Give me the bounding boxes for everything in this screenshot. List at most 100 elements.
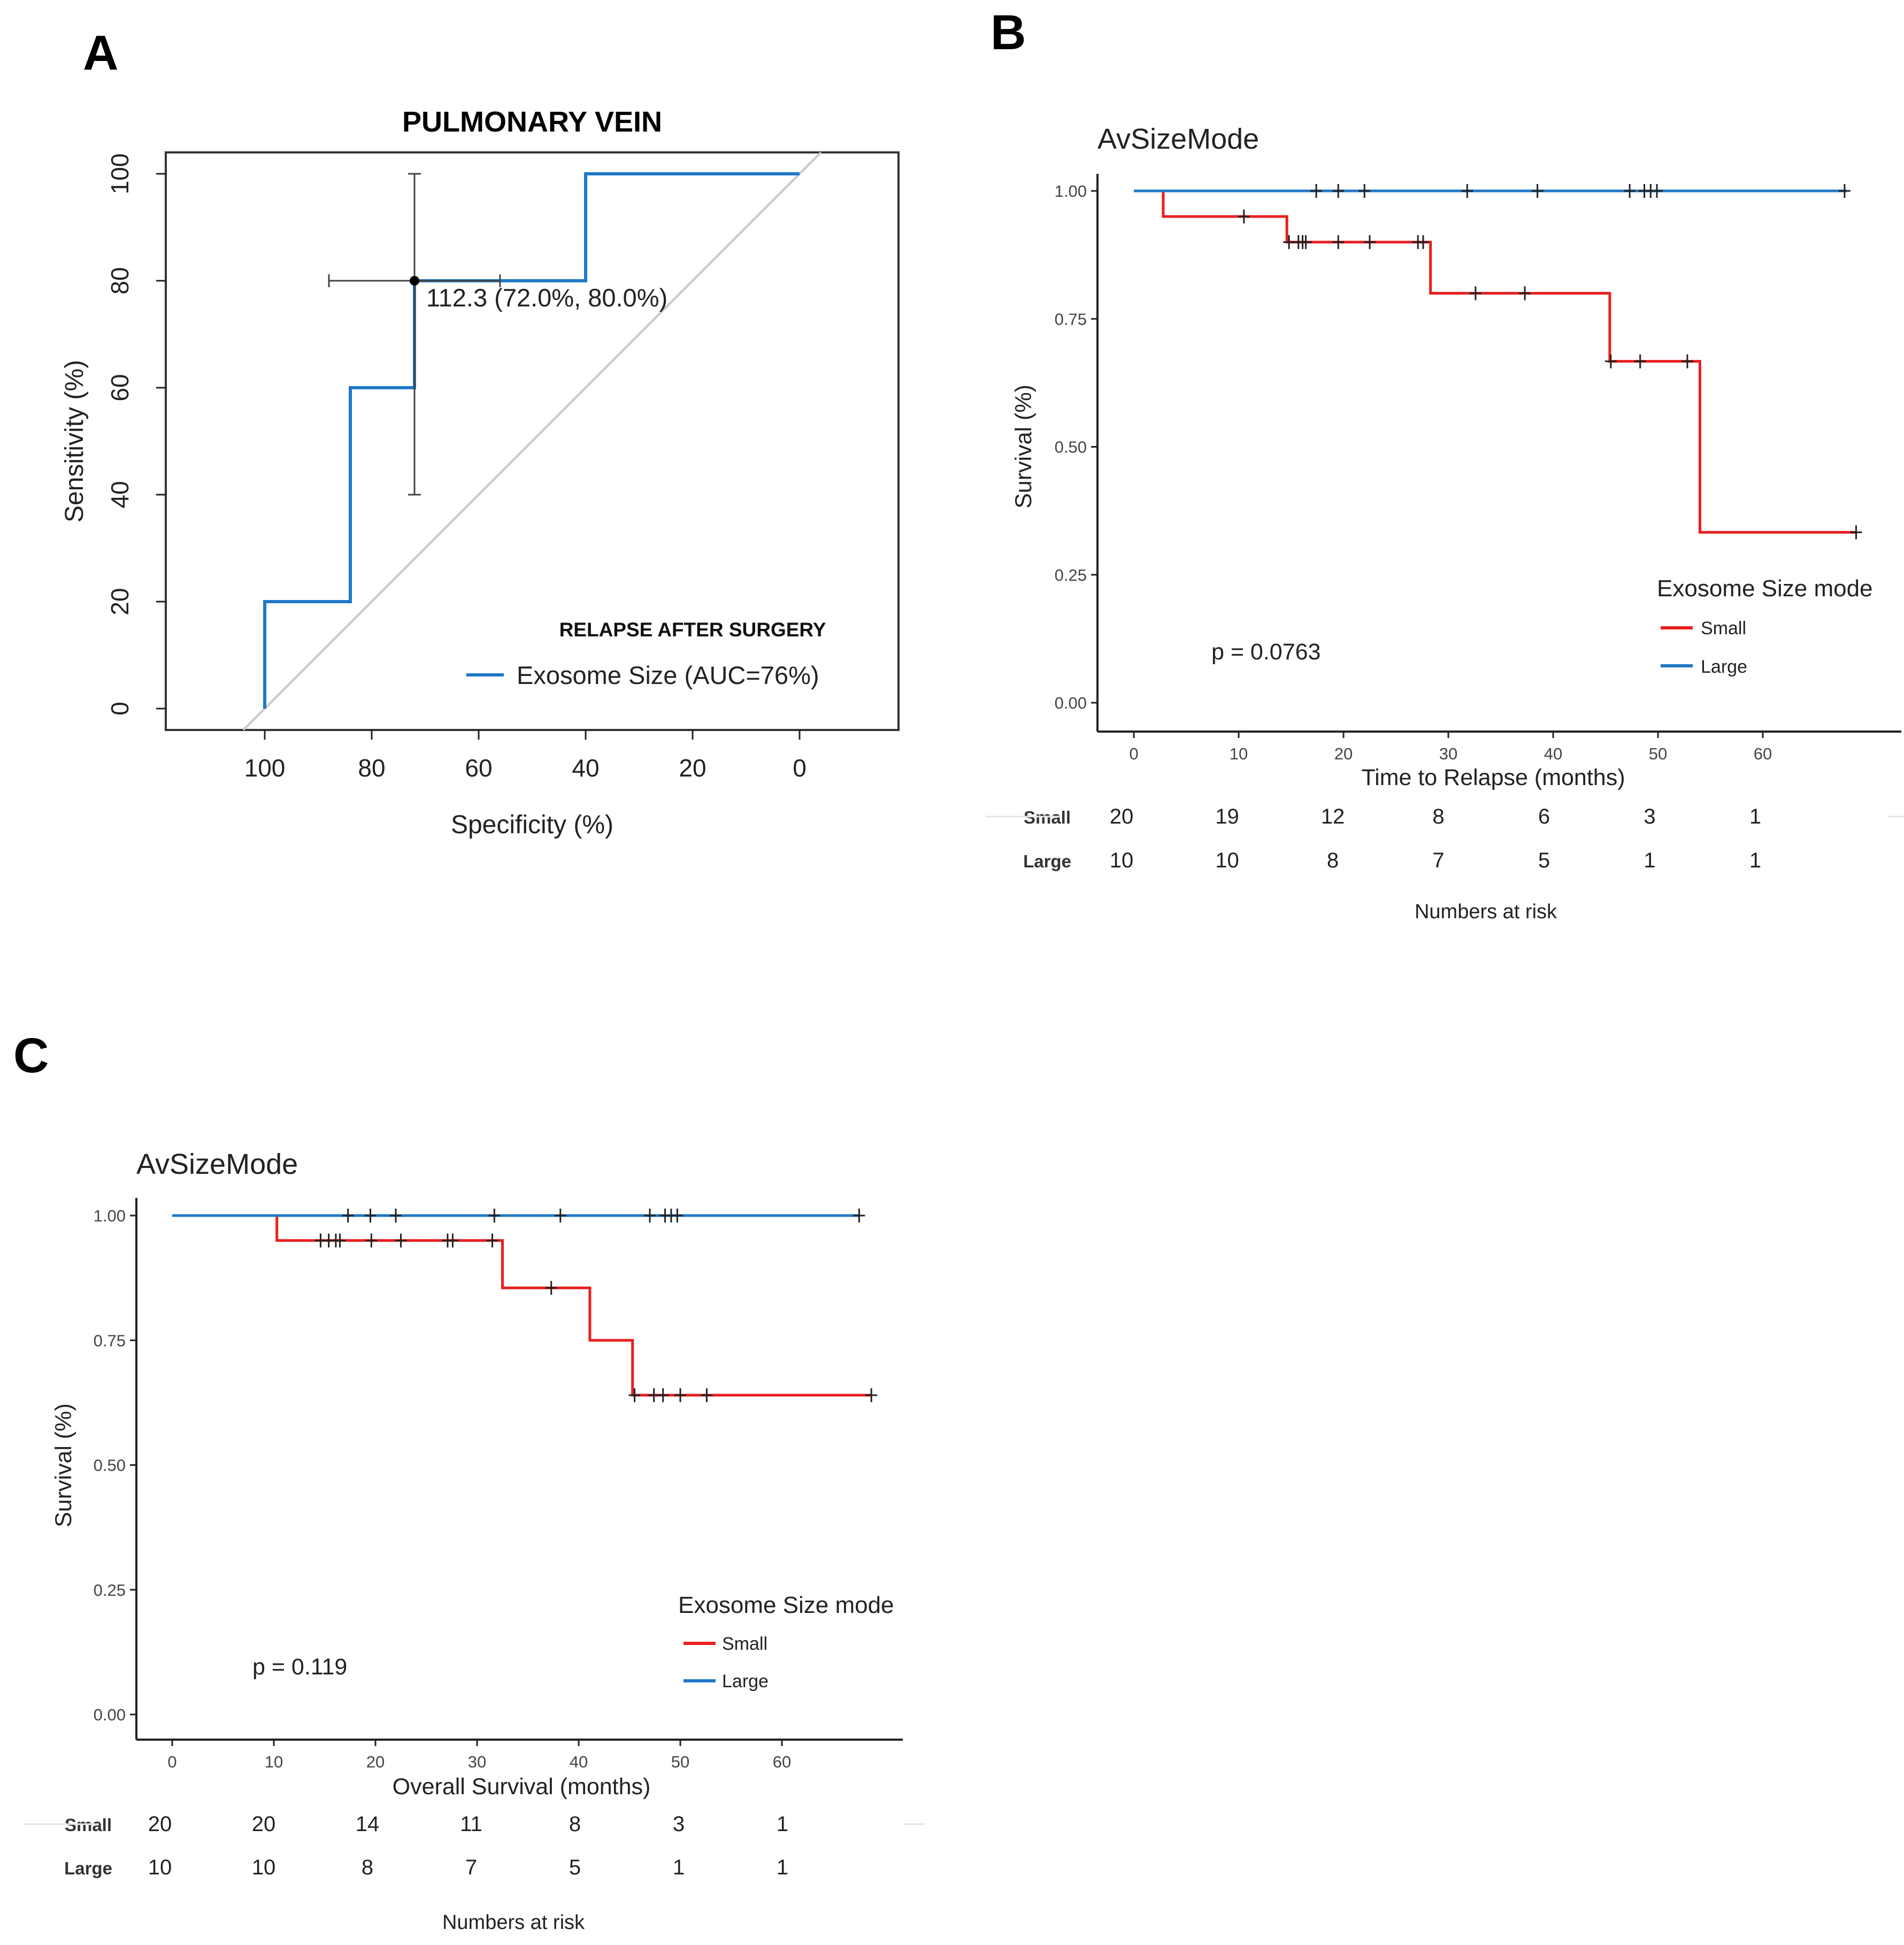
threshold-error-bars	[328, 173, 501, 496]
roc-y-tick-label: 80	[106, 267, 134, 294]
km-x-tick-label: 60	[1754, 744, 1772, 763]
roc-x-tick-label: 0	[793, 754, 807, 782]
risk-count: 3	[1644, 805, 1655, 828]
km-y-tick-label: 0.00	[1055, 694, 1087, 712]
risk-count: 1	[777, 1812, 788, 1836]
roc-x-tick-label: 40	[572, 754, 599, 782]
km-y-tick-label: 1.00	[1055, 182, 1087, 201]
km-b-legend-small: Small	[1701, 618, 1746, 639]
panel-label-c: C	[13, 1028, 49, 1083]
roc-legend-label: Exosome Size (AUC=76%)	[517, 661, 819, 689]
roc-x-tick-label: 60	[465, 754, 492, 782]
risk-count: 8	[1432, 805, 1444, 828]
km-b-risk-title: Numbers at risk	[1415, 901, 1557, 923]
km-y-tick-label: 0.75	[94, 1331, 126, 1350]
km-c-risk-title: Numbers at risk	[442, 1911, 585, 1934]
risk-count: 20	[1110, 805, 1134, 828]
risk-count: 1	[673, 1856, 685, 1879]
km-x-tick-label: 40	[570, 1752, 588, 1771]
risk-count: 10	[252, 1856, 276, 1879]
panel-label-b: B	[991, 5, 1026, 60]
risk-count: 8	[1327, 849, 1339, 872]
roc-x-tick-label: 80	[358, 754, 385, 782]
km-b-censor-marks	[1238, 184, 1862, 540]
risk-count: 3	[673, 1812, 685, 1836]
km-c-legend-large: Large	[722, 1671, 769, 1692]
km-x-tick-label: 0	[167, 1752, 176, 1771]
km-x-tick-label: 50	[671, 1752, 689, 1771]
risk-count: 1	[777, 1856, 788, 1879]
roc-x-tick-label: 20	[679, 754, 706, 782]
km-b-title: AvSizeMode	[1097, 123, 1259, 155]
km-x-tick-label: 30	[1439, 744, 1457, 763]
km-line-small	[1134, 189, 1857, 534]
km-b-legend-title: Exosome Size mode	[1657, 575, 1873, 602]
risk-count: 1	[1749, 849, 1761, 872]
roc-y-tick-label: 20	[106, 588, 134, 615]
km-chart-overall: AvSizeMode 0.00 0.25 0.50 0.75 1.00 0 10 20 30 40…	[24, 1148, 925, 1934]
km-b-ylabel: Survival (%)	[1011, 385, 1037, 509]
risk-count: 5	[1538, 849, 1550, 872]
roc-y-tick-label: 100	[106, 153, 134, 195]
km-c-censor-marks	[314, 1209, 878, 1402]
roc-plot-frame	[165, 151, 900, 731]
risk-count: 1	[1644, 849, 1655, 872]
risk-count: 20	[148, 1812, 172, 1836]
km-b-xlabel: Time to Relapse (months)	[1361, 765, 1625, 790]
km-line-small	[172, 1214, 872, 1397]
roc-chart: PULMONARY VEIN 100 80 60 40 20 0 0 20 40 60 80 100…	[60, 106, 900, 839]
risk-count: 8	[569, 1812, 581, 1836]
risk-count: 1	[1749, 805, 1761, 828]
km-x-tick-label: 60	[773, 1752, 791, 1771]
km-x-tick-label: 20	[366, 1752, 385, 1771]
km-x-tick-label: 10	[265, 1752, 283, 1771]
km-x-tick-label: 20	[1334, 744, 1353, 763]
km-c-title: AvSizeMode	[136, 1148, 298, 1180]
risk-group-label: Large	[1023, 851, 1071, 871]
risk-count: 14	[356, 1812, 380, 1836]
km-x-tick-label: 40	[1544, 744, 1562, 763]
roc-title: PULMONARY VEIN	[402, 106, 662, 138]
threshold-point	[410, 276, 419, 286]
roc-y-tick-label: 40	[106, 481, 134, 508]
risk-count: 8	[362, 1856, 373, 1879]
roc-y-tick-label: 60	[106, 374, 134, 401]
km-b-legend-large: Large	[1701, 657, 1747, 677]
km-x-tick-label: 10	[1230, 744, 1248, 763]
km-c-legend-small: Small	[722, 1634, 767, 1654]
roc-x-tick-label: 100	[244, 754, 286, 782]
risk-count: 12	[1321, 805, 1345, 828]
risk-count: 10	[1215, 849, 1239, 872]
km-x-tick-label: 30	[468, 1752, 486, 1771]
km-x-tick-label: 50	[1649, 744, 1667, 763]
km-c-pvalue: p = 0.119	[252, 1654, 347, 1680]
threshold-label: 112.3 (72.0%, 80.0%)	[426, 283, 667, 312]
roc-legend-title: RELAPSE AFTER SURGERY	[559, 619, 826, 641]
km-chart-relapse: AvSizeMode 0.00 0.25 0.50 0.75 1.00 0 10 20 30 40…	[985, 123, 1904, 923]
risk-count: 7	[465, 1856, 477, 1879]
risk-count: 10	[1110, 849, 1134, 872]
risk-count: 19	[1215, 805, 1239, 828]
km-b-pvalue: p = 0.0763	[1211, 639, 1320, 665]
km-y-tick-label: 0.50	[1055, 438, 1087, 457]
roc-diagonal	[242, 151, 822, 731]
km-y-tick-label: 0.75	[1055, 310, 1087, 328]
risk-count: 7	[1432, 849, 1444, 872]
roc-ylabel: Sensitivity (%)	[60, 360, 89, 522]
risk-count: 11	[460, 1812, 482, 1836]
km-x-tick-label: 0	[1129, 744, 1138, 763]
km-c-xlabel: Overall Survival (months)	[393, 1774, 651, 1800]
risk-group-label: Large	[64, 1858, 112, 1878]
risk-count: 10	[148, 1856, 172, 1879]
km-y-tick-label: 0.25	[1055, 566, 1087, 585]
risk-count: 6	[1538, 805, 1550, 828]
roc-xlabel: Specificity (%)	[451, 811, 613, 839]
km-y-tick-label: 0.25	[94, 1581, 126, 1600]
km-c-ylabel: Survival (%)	[51, 1403, 76, 1527]
risk-count: 5	[569, 1856, 581, 1879]
km-y-tick-label: 0.50	[94, 1456, 126, 1475]
roc-y-tick-label: 0	[106, 702, 134, 716]
